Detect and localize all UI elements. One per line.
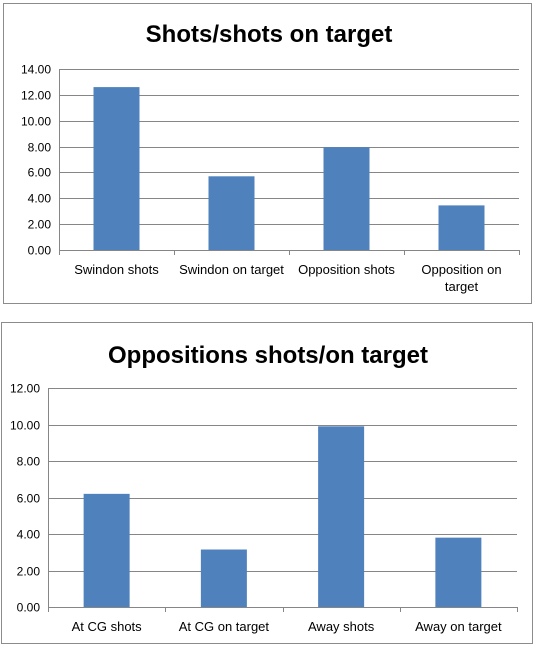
chart-2-bar-4	[435, 537, 482, 607]
chart-1-y-tick-label: 14.00	[21, 63, 51, 77]
chart-2-y-tick-label: 0.00	[17, 601, 41, 615]
chart-2-y-tick-label: 10.00	[10, 419, 40, 433]
chart-1-category-label: Opposition on	[421, 262, 501, 277]
chart-2-category-label: Away on target	[415, 619, 502, 634]
chart-2-bar-2	[200, 549, 247, 607]
chart-1-bar-1	[93, 87, 140, 250]
chart-1-category-label: Opposition shots	[298, 262, 395, 277]
chart-shots-on-target: Shots/shots on target 0.00 2.00 4.00 6.00 8.…	[3, 3, 532, 304]
chart-1-bar-4	[438, 205, 485, 250]
chart-2-canvas: Oppositions shots/on target 0.00 2.00 4.00…	[10, 342, 518, 634]
chart-1-title: Shots/shots on target	[146, 21, 393, 48]
chart-2-y-tick-label: 2.00	[17, 565, 41, 579]
chart-1-category-label: Swindon on target	[179, 262, 284, 277]
chart-1-canvas: Shots/shots on target 0.00 2.00 4.00 6.00 8.…	[21, 21, 520, 294]
chart-2-bar-1	[83, 493, 130, 607]
chart-1-category-label: Swindon shots	[74, 262, 159, 277]
chart-2-category-label: At CG on target	[179, 619, 270, 634]
chart-1-y-tick-label: 8.00	[28, 141, 52, 155]
chart-1-y-tick-label: 12.00	[21, 89, 51, 103]
chart-1-y-tick-label: 10.00	[21, 115, 51, 129]
chart-1-bar-2	[208, 176, 255, 250]
chart-2-y-tick-label: 6.00	[17, 492, 41, 506]
chart-1-y-tick-label: 4.00	[28, 192, 52, 206]
chart-1-y-tick-label: 0.00	[28, 244, 52, 258]
chart-1-bar-3	[323, 147, 370, 250]
chart-1-y-tick-label: 6.00	[28, 166, 52, 180]
chart-2-y-tick-label: 8.00	[17, 455, 41, 469]
chart-2-y-tick-label: 4.00	[17, 528, 41, 542]
chart-oppositions-shots: Oppositions shots/on target 0.00 2.00 4.00…	[1, 322, 533, 644]
chart-2-title: Oppositions shots/on target	[108, 342, 428, 369]
chart-1-category-label: target	[445, 279, 479, 294]
chart-2-category-label: At CG shots	[72, 619, 143, 634]
chart-2-y-tick-label: 12.00	[10, 382, 40, 396]
chart-1-y-tick-label: 2.00	[28, 218, 52, 232]
chart-2-bar-3	[318, 426, 365, 607]
chart-2-category-label: Away shots	[308, 619, 375, 634]
